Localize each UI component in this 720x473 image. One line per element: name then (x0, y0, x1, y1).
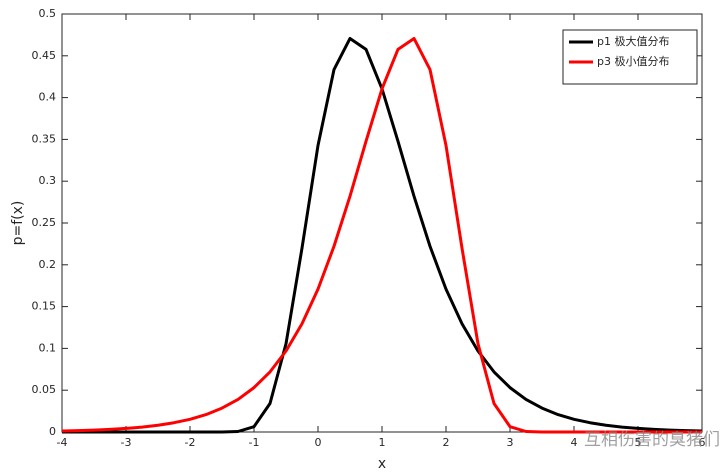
x-tick-label: -3 (121, 436, 132, 449)
x-tick-label: 4 (571, 436, 578, 449)
y-axis-label: p=f(x) (10, 201, 26, 246)
y-tick-label: 0.35 (32, 132, 57, 145)
y-tick-label: 0.45 (32, 49, 57, 62)
y-tick-label: 0.05 (32, 383, 57, 396)
x-tick-label: -4 (57, 436, 68, 449)
y-tick-label: 0.5 (39, 7, 57, 20)
x-tick-label: 1 (379, 436, 386, 449)
y-tick-label: 0.4 (39, 91, 57, 104)
legend-label: p3 极小值分布 (597, 54, 669, 68)
x-tick-label: 6 (699, 436, 706, 449)
legend-label: p1 极大值分布 (597, 34, 669, 48)
y-tick-label: 0.25 (32, 216, 57, 229)
watermark: 互相伤害的臭猪们 (584, 430, 720, 450)
legend-box (562, 29, 698, 85)
x-tick-label: -1 (249, 436, 260, 449)
x-axis-label: x (378, 456, 386, 472)
y-tick-label: 0.1 (39, 341, 57, 354)
y-tick-label: 0 (49, 425, 56, 438)
y-tick-label: 0.15 (32, 300, 57, 313)
x-tick-label: 0 (315, 436, 322, 449)
y-tick-label: 0.3 (39, 174, 57, 187)
x-tick-label: -2 (185, 436, 196, 449)
x-tick-label: 3 (507, 436, 514, 449)
x-tick-label: 2 (443, 436, 450, 449)
plot-frame (61, 13, 703, 433)
y-tick-label: 0.2 (39, 258, 57, 271)
x-tick-label: 5 (635, 436, 642, 449)
line-series (61, 36, 702, 434)
